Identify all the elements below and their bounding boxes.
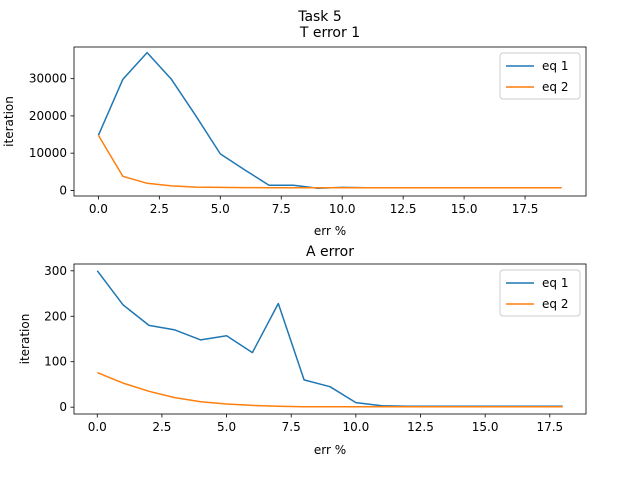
x-tick-label: 10.0: [329, 202, 356, 216]
x-tick-label: 10.0: [342, 420, 369, 434]
y-tick-label: 30000: [29, 72, 67, 86]
y-axis-label: iteration: [18, 314, 32, 365]
x-tick-label: 12.5: [390, 202, 417, 216]
legend-label: eq 2: [542, 297, 568, 311]
legend: eq 1 eq 2: [499, 52, 581, 100]
x-tick-label: 12.5: [407, 420, 434, 434]
series-line-eq-1: [97, 51, 562, 189]
x-tick-label: 15.0: [451, 202, 478, 216]
series-line-eq-2: [97, 134, 562, 189]
chart-1: T error 1 0.0 2.5 5.0 7.5 10.0 12.5 15.0 17.5 0 10…: [2, 25, 587, 238]
y-axis-label: iteration: [2, 96, 16, 147]
x-tick-label: 5.0: [211, 202, 230, 216]
x-tick-label: 2.5: [152, 420, 171, 434]
series-line-eq-2: [97, 371, 563, 408]
x-tick-label: 7.5: [272, 202, 291, 216]
axes-frame: [73, 46, 587, 197]
y-tick-label: 100: [44, 355, 67, 369]
y-tick-label: 10000: [29, 146, 67, 160]
legend-label: eq 2: [542, 80, 568, 94]
chart-2: A error 0.0 2.5 5.0 7.5 10.0 12.5 15.0 17.5 0 100 2…: [18, 244, 587, 457]
y-tick-label: 300: [44, 264, 67, 278]
x-tick-label: 2.5: [150, 202, 169, 216]
legend-label: eq 1: [542, 276, 568, 290]
x-axis-label: err %: [314, 443, 346, 457]
y-tick-label: 0: [59, 400, 67, 414]
y-tick-label: 20000: [29, 109, 67, 123]
y-tick-label: 0: [59, 183, 67, 197]
chart-title: T error 1: [299, 25, 360, 41]
legend: eq 1 eq 2: [499, 269, 581, 317]
legend-label: eq 1: [542, 59, 568, 73]
x-tick-label: 0.0: [89, 202, 108, 216]
x-axis-label: err %: [314, 224, 346, 238]
x-tick-label: 5.0: [217, 420, 236, 434]
chart-title: A error: [306, 244, 354, 260]
x-tick-label: 15.0: [472, 420, 499, 434]
series-line-eq-1: [96, 270, 563, 408]
x-tick-label: 17.5: [536, 420, 563, 434]
x-tick-label: 7.5: [282, 420, 301, 434]
y-tick-label: 200: [44, 309, 67, 323]
figure-title: Task 5: [297, 9, 342, 25]
axes-frame: [73, 263, 587, 415]
x-tick-label: 0.0: [88, 420, 107, 434]
x-tick-label: 17.5: [512, 202, 539, 216]
